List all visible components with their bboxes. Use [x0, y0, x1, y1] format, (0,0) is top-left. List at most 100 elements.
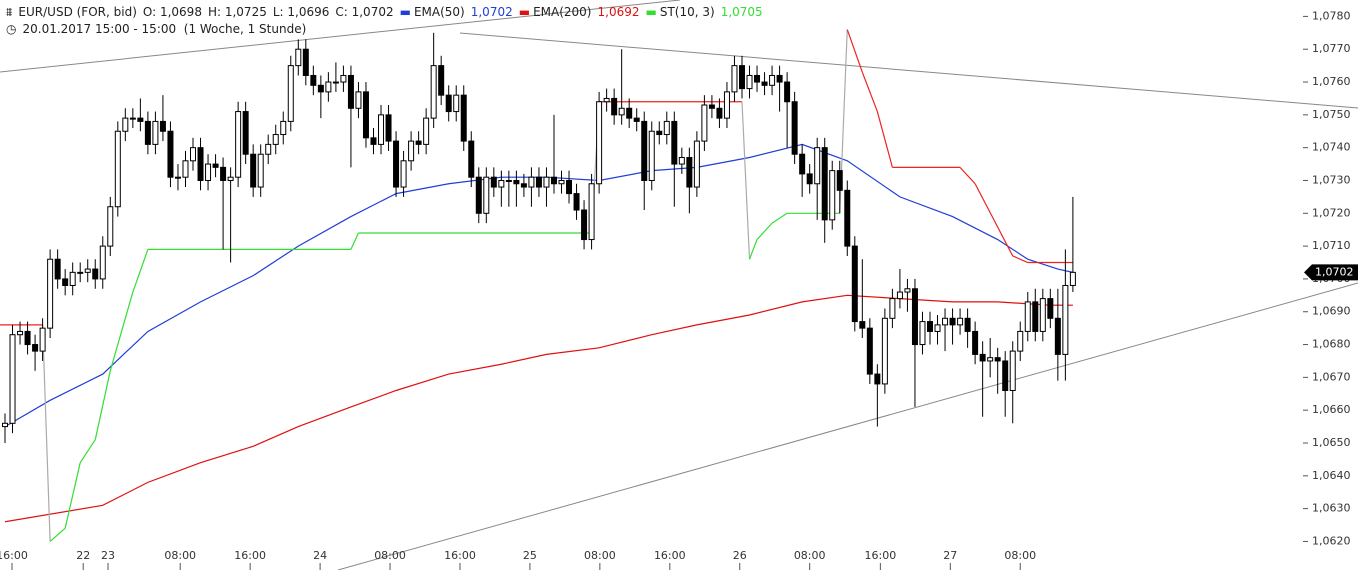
supertrend-segment [132, 249, 149, 293]
candle-body [242, 111, 249, 155]
candle-body [566, 179, 573, 195]
candle-body [144, 120, 151, 145]
candle-body [1009, 350, 1016, 391]
x-tick-label: 08:00 [794, 549, 826, 562]
candle-body [137, 117, 144, 122]
candle-body [1024, 301, 1031, 332]
candle-body [107, 206, 114, 247]
supertrend-segment [748, 239, 758, 260]
header: ⩩ EUR/USD (FOR, bid) O: 1,0698 H: 1,0725 L: … [6, 4, 769, 38]
trend-line [337, 282, 1358, 570]
y-tick-label: 1,0650 [1312, 436, 1351, 449]
candle-body [851, 245, 858, 323]
candle-body [302, 48, 309, 76]
candle-body [904, 288, 911, 293]
candle-body [84, 268, 91, 273]
candle-body [972, 330, 979, 355]
x-tick-label: 16:00 [654, 549, 686, 562]
candle-body [505, 179, 512, 182]
candle-body [942, 317, 949, 326]
candle-body [129, 117, 136, 120]
supertrend-segment [94, 370, 111, 440]
supertrend-segment [846, 29, 863, 73]
candle-body [182, 160, 189, 178]
candle-body [769, 74, 776, 86]
candle-body [408, 140, 415, 162]
candle-body [558, 179, 565, 185]
candle-body [964, 317, 971, 332]
ohlc-label: O: 1,0698 [142, 5, 202, 19]
candle-body [475, 176, 482, 214]
candle-body [1017, 330, 1024, 352]
candle-body [799, 153, 806, 175]
candle-body [874, 373, 881, 385]
candle-body [1054, 317, 1061, 355]
candle-body [776, 74, 783, 83]
y-tick-label: 1,0660 [1312, 403, 1351, 416]
x-tick-label: 23 [101, 549, 115, 562]
legend-swatch: ▬ [399, 5, 411, 19]
candle-body [453, 94, 460, 113]
candle-body [641, 120, 648, 181]
candle-body [881, 317, 888, 385]
candle-body [498, 179, 505, 188]
candle-body [987, 357, 994, 362]
candle-body [979, 353, 986, 362]
y-tick-label: 1,0780 [1312, 9, 1351, 22]
candle-body [393, 140, 400, 188]
indicator-line [4, 294, 1073, 523]
candle-body [62, 278, 69, 286]
candle-body [859, 321, 866, 329]
candle-body [1039, 298, 1046, 332]
supertrend-segment [49, 527, 66, 542]
candle-body [663, 120, 670, 136]
candle-body [746, 74, 753, 90]
candle-body [39, 327, 46, 352]
legend-swatch: ▬ [645, 5, 657, 19]
candle-body [430, 65, 437, 119]
candle-body [190, 147, 197, 162]
x-tick-label: 16:00 [444, 549, 476, 562]
x-tick-label: 27 [943, 549, 957, 562]
candle-body [400, 160, 407, 188]
candle-body [716, 107, 723, 119]
candle-body [250, 153, 257, 188]
candle-body [370, 137, 377, 145]
candle-body [866, 327, 873, 375]
candle-body [949, 317, 956, 326]
supertrend-segment [974, 183, 1014, 257]
ohlc-label: L: 1,0696 [272, 5, 330, 19]
candle-body [671, 120, 678, 165]
candle-body [362, 91, 369, 139]
candle-body [1002, 360, 1009, 391]
candle-body [227, 176, 234, 181]
candle-body [701, 104, 708, 142]
candle-body [114, 130, 121, 208]
candle-body [265, 143, 272, 155]
x-tick-label: 08:00 [164, 549, 196, 562]
candle-body [543, 176, 550, 188]
candle-body [287, 65, 294, 122]
candle-body [896, 291, 903, 300]
candle-body [626, 107, 633, 119]
candle-body [212, 163, 219, 168]
x-tick-label: 24 [313, 549, 327, 562]
candle-body [17, 330, 24, 336]
trend-line [459, 32, 1358, 109]
supertrend-segment [350, 232, 360, 250]
candle-body [438, 65, 445, 96]
candle-body [934, 324, 941, 332]
x-tick-label: 22 [76, 549, 90, 562]
candle-body [92, 268, 99, 280]
indicator-line [4, 143, 1074, 428]
candle-body [32, 344, 39, 352]
ohlc-label: C: 1,0702 [335, 5, 394, 19]
candle-body [1069, 271, 1076, 286]
x-tick-label: 08:00 [1004, 549, 1036, 562]
candle-body [633, 117, 640, 122]
candle-body [332, 81, 339, 84]
candle-body [829, 170, 836, 221]
y-tick-label: 1,0690 [1312, 305, 1351, 318]
candle-body [468, 140, 475, 178]
